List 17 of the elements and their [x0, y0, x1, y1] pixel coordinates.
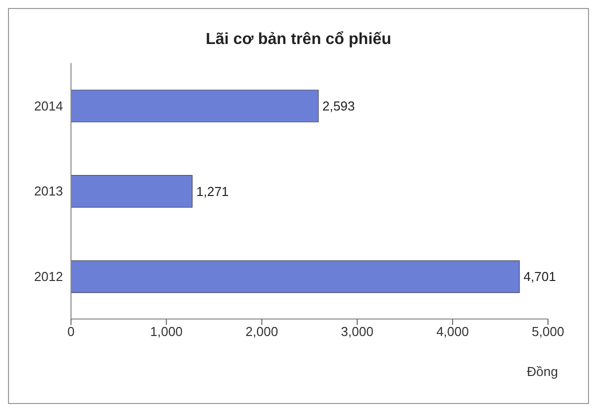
x-axis-title: Đồng: [526, 364, 558, 379]
bar: [71, 90, 319, 122]
x-tick-label: 1,000: [150, 324, 183, 340]
x-tick-label: 0: [67, 324, 75, 340]
x-tick-label: 5,000: [532, 324, 564, 340]
data-label: 4,701: [523, 269, 556, 284]
bar: [71, 175, 193, 208]
x-tick-label: 4,000: [436, 324, 469, 340]
y-tick-label: 2012: [34, 268, 63, 284]
x-tick-label: 3,000: [340, 324, 374, 340]
x-tick-label: 2,000: [246, 324, 278, 340]
data-label: 1,271: [196, 184, 229, 199]
bar: [71, 260, 520, 293]
y-tick-label: 2013: [34, 184, 63, 199]
y-tick-label: 2014: [34, 98, 63, 114]
data-label: 2,593: [322, 98, 355, 114]
chart-title: Lãi cơ bản trên cổ phiếu: [204, 31, 392, 49]
